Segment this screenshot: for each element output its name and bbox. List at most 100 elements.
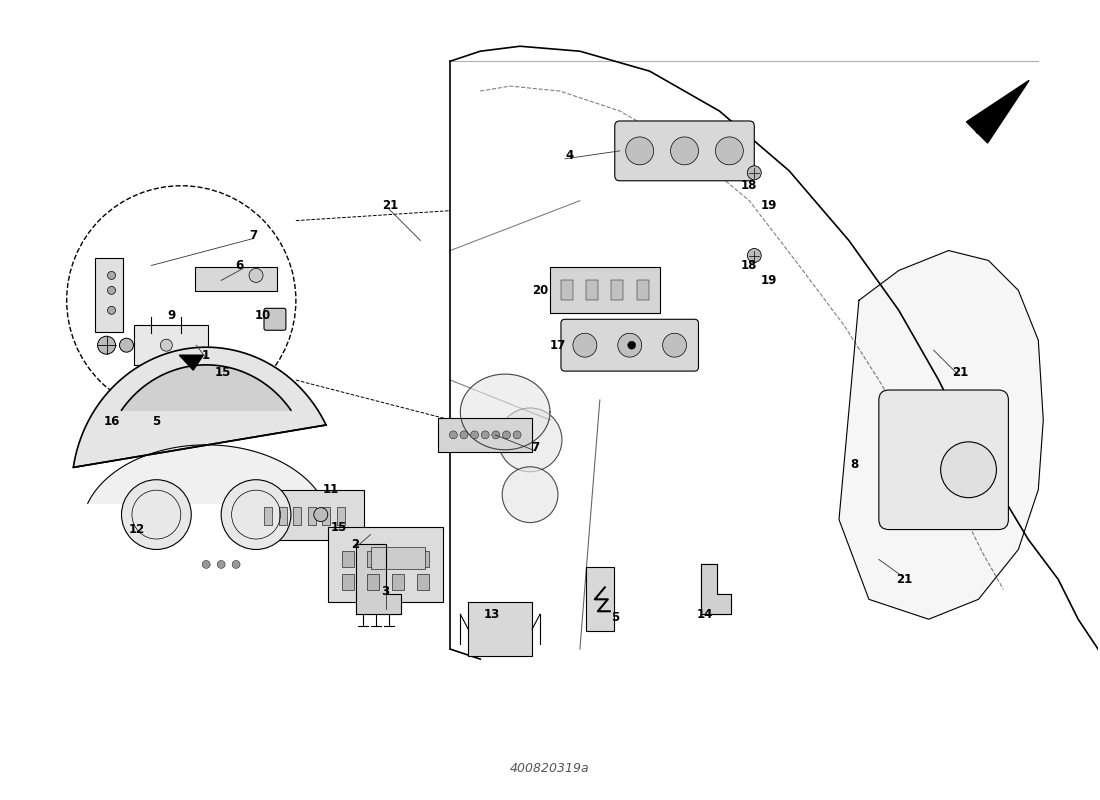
Circle shape <box>503 466 558 522</box>
Text: 13: 13 <box>484 608 500 621</box>
FancyBboxPatch shape <box>879 390 1009 530</box>
FancyBboxPatch shape <box>561 319 698 371</box>
Bar <box>418 551 429 567</box>
Circle shape <box>618 334 641 357</box>
Text: 18: 18 <box>741 259 758 272</box>
Circle shape <box>249 269 263 282</box>
FancyBboxPatch shape <box>328 526 443 602</box>
Circle shape <box>715 137 744 165</box>
Circle shape <box>481 431 490 439</box>
Text: 400820319a: 400820319a <box>510 762 590 775</box>
Text: 9: 9 <box>167 309 175 322</box>
Circle shape <box>492 431 499 439</box>
Circle shape <box>108 286 115 294</box>
Circle shape <box>513 431 521 439</box>
FancyBboxPatch shape <box>264 308 286 330</box>
Text: 20: 20 <box>532 284 548 297</box>
Bar <box>308 506 316 525</box>
Circle shape <box>232 561 240 569</box>
Bar <box>393 574 404 590</box>
Polygon shape <box>179 355 204 370</box>
Circle shape <box>221 480 290 550</box>
Polygon shape <box>702 565 732 614</box>
Text: 21: 21 <box>895 573 912 586</box>
Text: 10: 10 <box>255 309 271 322</box>
Circle shape <box>628 342 636 349</box>
Circle shape <box>671 137 698 165</box>
Polygon shape <box>461 374 550 450</box>
Text: 14: 14 <box>696 608 713 621</box>
Circle shape <box>460 431 467 439</box>
Circle shape <box>471 431 478 439</box>
Text: 15: 15 <box>214 366 231 378</box>
Bar <box>342 574 354 590</box>
Circle shape <box>108 271 115 279</box>
Circle shape <box>108 306 115 314</box>
Polygon shape <box>967 80 1030 143</box>
Text: 3: 3 <box>382 585 389 598</box>
FancyBboxPatch shape <box>615 121 755 181</box>
Text: 19: 19 <box>761 199 778 212</box>
Circle shape <box>120 338 133 352</box>
Bar <box>367 551 378 567</box>
Text: 21: 21 <box>953 366 969 378</box>
Polygon shape <box>121 365 290 410</box>
Circle shape <box>747 249 761 262</box>
Bar <box>342 551 354 567</box>
Text: 4: 4 <box>565 150 574 162</box>
Bar <box>561 281 573 300</box>
Polygon shape <box>355 545 400 614</box>
Polygon shape <box>74 347 326 467</box>
Text: 18: 18 <box>741 179 758 192</box>
Text: 11: 11 <box>322 483 339 496</box>
Bar <box>322 506 330 525</box>
Circle shape <box>217 561 226 569</box>
FancyBboxPatch shape <box>145 367 207 393</box>
Text: 7: 7 <box>531 442 539 454</box>
Circle shape <box>450 431 458 439</box>
Circle shape <box>662 334 686 357</box>
Text: 1: 1 <box>202 349 210 362</box>
FancyBboxPatch shape <box>95 258 123 332</box>
Circle shape <box>503 431 510 439</box>
FancyBboxPatch shape <box>134 326 208 365</box>
Circle shape <box>202 561 210 569</box>
Bar <box>293 506 301 525</box>
Text: 5: 5 <box>610 610 619 624</box>
Text: 16: 16 <box>103 415 120 429</box>
Text: 5: 5 <box>152 415 161 429</box>
Circle shape <box>626 137 653 165</box>
Circle shape <box>98 336 116 354</box>
Bar <box>264 506 272 525</box>
FancyBboxPatch shape <box>439 418 532 452</box>
Polygon shape <box>88 445 324 503</box>
Bar <box>367 574 378 590</box>
Text: 8: 8 <box>850 458 858 471</box>
Circle shape <box>121 480 191 550</box>
Circle shape <box>498 408 562 472</box>
Text: 17: 17 <box>550 338 566 352</box>
Text: 19: 19 <box>761 274 778 287</box>
Polygon shape <box>839 250 1043 619</box>
Bar <box>278 506 286 525</box>
Circle shape <box>573 334 597 357</box>
Bar <box>637 281 649 300</box>
Bar <box>586 281 598 300</box>
Text: 15: 15 <box>330 521 346 534</box>
Circle shape <box>314 508 328 522</box>
FancyBboxPatch shape <box>249 490 364 539</box>
FancyBboxPatch shape <box>195 267 277 291</box>
Circle shape <box>747 166 761 180</box>
Text: 2: 2 <box>352 538 360 551</box>
FancyBboxPatch shape <box>586 567 614 631</box>
FancyBboxPatch shape <box>550 267 660 314</box>
Circle shape <box>940 442 997 498</box>
Circle shape <box>161 339 173 351</box>
Bar <box>418 574 429 590</box>
FancyBboxPatch shape <box>469 602 532 656</box>
Bar <box>393 551 404 567</box>
Circle shape <box>185 373 198 387</box>
Bar <box>612 281 624 300</box>
Text: 6: 6 <box>235 259 243 272</box>
Bar <box>371 547 426 570</box>
